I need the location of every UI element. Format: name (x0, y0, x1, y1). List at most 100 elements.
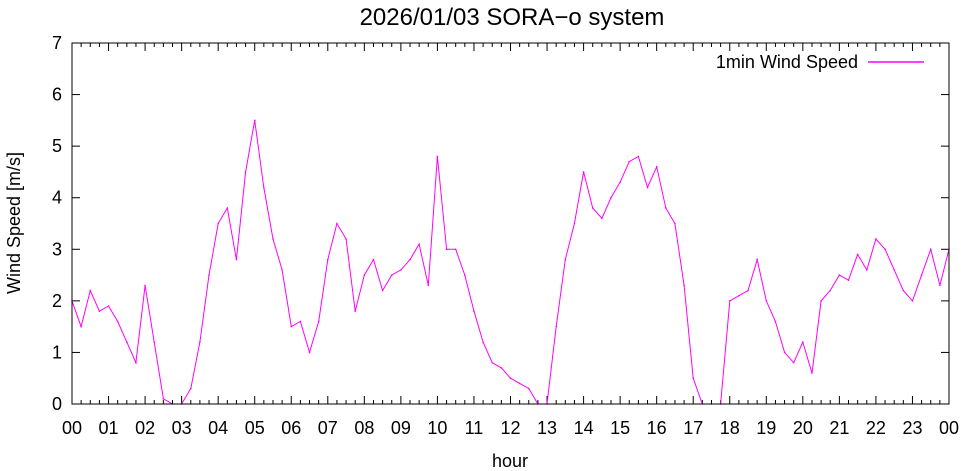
data-point (747, 289, 749, 292)
data-point (272, 238, 274, 240)
data-point (902, 289, 905, 292)
data-point (126, 341, 128, 343)
data-point (418, 243, 420, 245)
data-point (573, 222, 576, 225)
data-point (829, 289, 832, 292)
data-point (865, 269, 868, 271)
data-point (372, 258, 375, 261)
x-tick-label: 18 (720, 418, 740, 438)
x-tick-label: 17 (683, 418, 703, 438)
data-point (144, 284, 146, 287)
y-tick-label: 4 (52, 188, 62, 208)
data-point (199, 341, 201, 343)
data-point (619, 181, 621, 184)
x-tick-label: 09 (391, 418, 411, 438)
data-point (555, 325, 557, 328)
data-point (802, 341, 804, 343)
data-point (308, 351, 311, 354)
data-point (445, 248, 448, 251)
data-point (811, 372, 813, 374)
data-point (500, 367, 503, 369)
data-point (427, 284, 430, 287)
x-tick-label: 23 (902, 418, 922, 438)
data-point (354, 310, 356, 312)
x-tick-label: 22 (866, 418, 886, 438)
data-point (646, 186, 649, 189)
data-point (527, 387, 530, 390)
x-tick-label: 06 (281, 418, 301, 438)
data-point (856, 253, 859, 256)
data-point (774, 320, 777, 323)
y-tick-label: 6 (52, 85, 62, 105)
data-point (655, 165, 658, 168)
x-tick-label: 20 (793, 418, 813, 438)
data-point (628, 160, 631, 163)
data-point (728, 300, 731, 302)
data-point (911, 300, 914, 302)
data-point (80, 325, 82, 328)
data-point (518, 382, 521, 385)
x-tick-label: 07 (318, 418, 338, 438)
data-point (208, 274, 210, 276)
data-point (281, 269, 283, 271)
y-tick-label: 0 (52, 394, 62, 414)
data-point (189, 387, 192, 390)
x-tick-label: 11 (465, 418, 484, 438)
y-tick-label: 5 (52, 136, 62, 156)
x-tick-label: 01 (99, 418, 119, 438)
data-point (792, 361, 795, 364)
data-point (436, 155, 439, 158)
data-point (217, 222, 219, 225)
data-point (381, 289, 384, 292)
data-point (674, 222, 676, 225)
data-point (464, 274, 466, 276)
data-point (610, 196, 612, 199)
data-point (116, 320, 119, 323)
data-point (454, 248, 457, 251)
series-line-1min-wind-speed (71, 120, 950, 405)
data-point (135, 361, 137, 364)
data-point (390, 274, 393, 276)
data-point (162, 398, 165, 400)
data-point (107, 305, 110, 307)
data-point (582, 171, 585, 173)
data-point (482, 341, 484, 343)
y-tick-label: 3 (52, 239, 62, 259)
chart-title: 2026/01/03 SORA−o system (360, 4, 665, 31)
data-point (838, 274, 841, 276)
y-tick-label: 7 (52, 33, 62, 53)
data-point (847, 279, 850, 282)
data-point (738, 294, 740, 297)
x-tick-label: 00 (939, 418, 959, 438)
data-point (235, 258, 238, 261)
data-point (299, 320, 302, 323)
data-point (939, 284, 941, 287)
data-point (875, 238, 877, 240)
y-axis-label: Wind Speed [m/s] (4, 152, 24, 294)
legend: 1min Wind Speed (716, 52, 924, 72)
x-tick-label: 04 (208, 418, 228, 438)
data-point (336, 222, 338, 225)
data-point (756, 258, 758, 261)
data-point (491, 361, 494, 364)
x-tick-label: 14 (574, 418, 594, 438)
data-point (884, 248, 886, 251)
data-point (765, 300, 768, 302)
data-point (409, 258, 411, 261)
x-tick-label: 16 (647, 418, 667, 438)
y-tick-label: 2 (52, 291, 62, 311)
data-point (637, 155, 640, 158)
data-point (820, 300, 822, 302)
x-tick-label: 05 (245, 418, 265, 438)
data-point (153, 341, 156, 343)
data-point (263, 186, 265, 189)
data-point (226, 207, 229, 209)
data-point (564, 258, 567, 261)
data-point (591, 207, 594, 209)
x-tick-label: 08 (354, 418, 374, 438)
data-point (692, 377, 695, 380)
data-point (89, 289, 92, 292)
data-point (363, 274, 366, 276)
x-tick-label: 03 (172, 418, 192, 438)
